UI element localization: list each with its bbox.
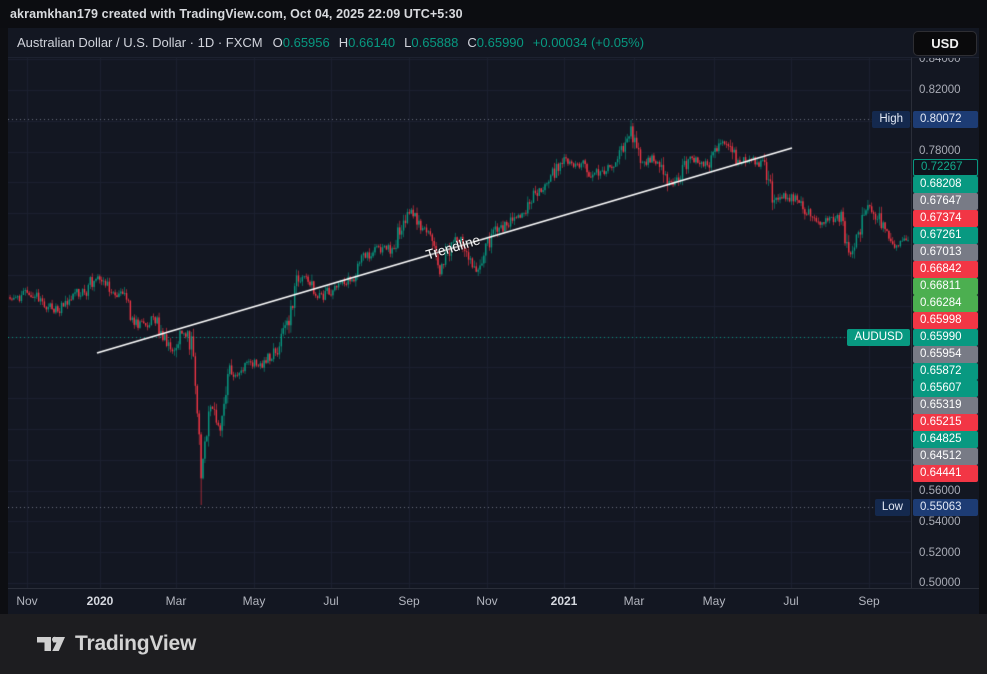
watermark-text: akramkhan179 created with TradingView.co… — [10, 7, 463, 21]
price-axis[interactable]: 0.84000 0.82000 0.78000 0.56000 0.54000 0.520… — [911, 57, 979, 588]
plot-area[interactable]: Trendline High AUDUSD Low — [8, 57, 911, 589]
price-level-label: 0.64825 — [913, 430, 978, 448]
watermark-bar: akramkhan179 created with TradingView.co… — [0, 0, 987, 28]
price-level-label: 0.67013 — [913, 243, 978, 261]
footer-bar: TradingView — [0, 614, 987, 674]
price-level-label: 0.67261 — [913, 226, 978, 244]
high-tag: High — [872, 110, 910, 128]
price-tick: 0.84000 — [919, 57, 961, 65]
ohlc-close: C0.65990 — [467, 35, 524, 50]
currency-usd-button[interactable]: USD — [913, 31, 977, 56]
price-tick: 0.82000 — [919, 83, 961, 96]
low-price-value: 0.55063 — [913, 498, 978, 516]
price-level-label: 0.65998 — [913, 311, 978, 329]
last-price-price-value: 0.65990 — [913, 328, 978, 346]
candlestick-chart[interactable] — [8, 58, 911, 589]
price-level-label: 0.65215 — [913, 413, 978, 431]
price-level-label: 0.65607 — [913, 379, 978, 397]
price-tick: 0.52000 — [919, 546, 961, 559]
tradingview-logo-icon[interactable] — [36, 631, 66, 657]
time-label: 2020 — [86, 594, 114, 608]
time-label: Nov — [476, 594, 498, 608]
price-level-label: 0.66842 — [913, 260, 978, 278]
time-label: Mar — [165, 594, 187, 608]
time-label: Nov — [16, 594, 38, 608]
price-level-label: 0.68208 — [913, 175, 978, 193]
ohlc-low: L0.65888 — [404, 35, 459, 50]
ohlc-open: O0.65956 — [272, 35, 330, 50]
price-tick: 0.78000 — [919, 144, 961, 157]
time-label: May — [242, 594, 266, 608]
price-level-label: 0.65954 — [913, 345, 978, 363]
symbol-title[interactable]: Australian Dollar / U.S. Dollar · 1D · F… — [17, 35, 263, 50]
low-tag: Low — [874, 498, 910, 516]
ohlc-high: H0.66140 — [338, 35, 396, 50]
price-tick: 0.56000 — [919, 485, 961, 497]
price-level-label: 0.65872 — [913, 362, 978, 380]
price-level-label: 0.65319 — [913, 396, 978, 414]
time-label: May — [702, 594, 726, 608]
time-label: Mar — [623, 594, 645, 608]
high-price-value: 0.80072 — [913, 110, 978, 128]
last-price-tag: AUDUSD — [847, 328, 910, 346]
tradingview-logo-text[interactable]: TradingView — [75, 632, 197, 655]
price-tick: 0.54000 — [919, 516, 961, 528]
time-label: 2021 — [550, 594, 578, 608]
chart-legend: Australian Dollar / U.S. Dollar · 1D · F… — [8, 28, 979, 57]
time-label: Jul — [323, 594, 339, 608]
chart-widget: Australian Dollar / U.S. Dollar · 1D · F… — [8, 28, 979, 614]
price-level-label: 0.66284 — [913, 294, 978, 312]
price-level-label: 0.67374 — [913, 209, 978, 227]
price-change: +0.00034 (+0.05%) — [532, 35, 645, 50]
time-label: Jul — [783, 594, 799, 608]
time-label: Sep — [398, 594, 420, 608]
price-level-label: 0.66811 — [913, 277, 978, 295]
price-level-label: 0.72267 — [913, 158, 978, 176]
time-label: Sep — [858, 594, 880, 608]
price-level-label: 0.64441 — [913, 464, 978, 482]
time-axis[interactable]: Nov 2020 Mar May Jul Sep Nov 2021 Mar May Jul Sep — [8, 588, 979, 615]
price-tick: 0.50000 — [919, 577, 961, 588]
price-level-label: 0.64512 — [913, 447, 978, 465]
price-level-label: 0.67647 — [913, 192, 978, 210]
